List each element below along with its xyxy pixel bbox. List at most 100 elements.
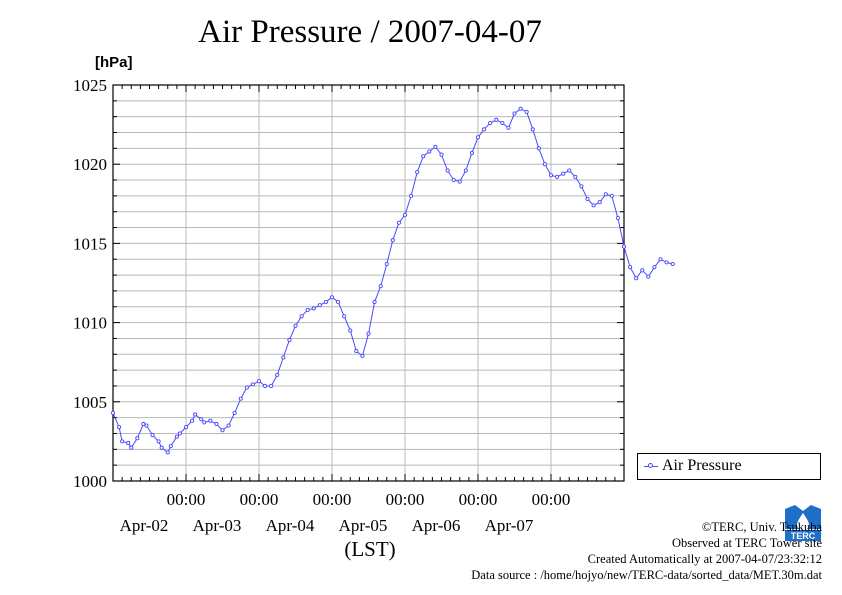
data-point <box>555 174 560 179</box>
data-point <box>165 450 170 455</box>
data-point <box>199 417 204 422</box>
data-point <box>518 106 523 111</box>
data-point <box>506 125 511 130</box>
data-point <box>597 200 602 205</box>
x-tick-date-label: Apr-02 <box>120 516 169 535</box>
data-point <box>573 174 578 179</box>
data-point <box>336 299 341 305</box>
data-point <box>658 257 663 262</box>
x-tick-date-label: Apr-05 <box>339 516 388 535</box>
data-point <box>177 431 182 436</box>
data-point <box>482 127 487 132</box>
data-point <box>664 260 669 265</box>
data-point <box>621 244 627 249</box>
y-tick-label: 1015 <box>73 234 107 253</box>
data-point <box>354 349 359 354</box>
data-point <box>415 170 420 175</box>
data-point <box>451 177 456 183</box>
data-point <box>445 168 450 173</box>
data-point <box>652 265 657 270</box>
data-point <box>150 433 155 438</box>
data-point <box>366 331 371 336</box>
data-point <box>542 162 547 167</box>
data-point <box>378 284 383 289</box>
data-point <box>427 149 432 154</box>
x-tick-time-label: 00:00 <box>459 490 498 509</box>
data-point <box>409 193 414 198</box>
copyright-text: ©TERC, Univ. Tsukuba <box>701 520 822 534</box>
data-point <box>214 421 219 427</box>
data-point <box>168 444 173 449</box>
legend: Air Pressure <box>637 453 821 480</box>
data-point <box>396 220 401 225</box>
data-point <box>421 154 426 159</box>
data-point <box>238 396 243 401</box>
data-point <box>628 265 633 270</box>
legend-point-marker <box>648 463 653 468</box>
data-point <box>135 436 140 441</box>
data-point <box>141 421 146 427</box>
data-point <box>263 383 268 389</box>
legend-label: Air Pressure <box>662 457 742 474</box>
data-point <box>226 423 231 428</box>
data-point <box>488 120 493 126</box>
data-point <box>110 410 116 415</box>
data-point <box>144 423 149 428</box>
terc-water-drop-logo-icon <box>783 503 823 543</box>
x-tick-time-label: 00:00 <box>313 490 352 509</box>
data-point <box>190 418 195 423</box>
y-tick-label: 1005 <box>73 393 107 412</box>
chart-title: Air Pressure / 2007-04-07 <box>198 14 542 50</box>
data-point <box>269 383 274 389</box>
x-tick-date-label: Apr-03 <box>193 516 242 535</box>
data-point <box>646 274 651 279</box>
data-point <box>293 323 298 328</box>
y-tick-label: 1025 <box>73 76 107 95</box>
x-tick-time-label: 00:00 <box>386 490 425 509</box>
data-point <box>183 425 189 430</box>
data-point <box>372 299 377 305</box>
data-point <box>174 434 179 439</box>
data-point <box>232 410 237 415</box>
y-tick-label: 1000 <box>73 472 107 491</box>
data-point <box>287 337 292 343</box>
data-point <box>640 268 645 273</box>
credits-block: ©TERC, Univ. Tsukuba Observed at TERC To… <box>471 519 822 583</box>
data-point <box>494 117 499 122</box>
terc-logo: TERC <box>783 503 823 543</box>
data-point <box>159 445 164 450</box>
data-point <box>126 440 131 446</box>
data-point <box>512 111 517 116</box>
data-point <box>317 303 322 308</box>
data-point <box>634 276 639 281</box>
x-tick-date-label: Apr-06 <box>412 516 461 535</box>
data-point <box>536 146 541 151</box>
data-point <box>275 372 280 377</box>
data-point <box>469 151 474 156</box>
data-point <box>202 420 207 425</box>
y-axis-unit: [hPa] <box>95 54 133 71</box>
data-point <box>323 299 328 305</box>
data-point <box>120 439 125 444</box>
data-point <box>250 382 255 387</box>
data-point <box>256 379 262 384</box>
data-point <box>156 439 161 444</box>
data-point <box>390 238 395 243</box>
created-timestamp-text: Created Automatically at 2007-04-07/23:3… <box>587 552 822 566</box>
data-point <box>208 418 213 423</box>
x-tick-time-label: 00:00 <box>167 490 206 509</box>
data-point <box>281 355 286 360</box>
data-point <box>329 295 335 300</box>
x-tick-time-label: 00:00 <box>240 490 279 509</box>
data-point <box>463 168 468 173</box>
data-point <box>433 144 438 149</box>
observed-site-text: Observed at TERC Tower site <box>671 536 822 550</box>
logo-text: TERC <box>791 531 816 541</box>
series-line <box>112 108 673 454</box>
x-tick-time-label: 00:00 <box>532 490 571 509</box>
data-point <box>129 445 134 450</box>
data-point <box>117 425 122 430</box>
x-tick-date-label: Apr-04 <box>266 516 315 535</box>
data-point <box>457 179 462 184</box>
data-point <box>348 328 353 333</box>
